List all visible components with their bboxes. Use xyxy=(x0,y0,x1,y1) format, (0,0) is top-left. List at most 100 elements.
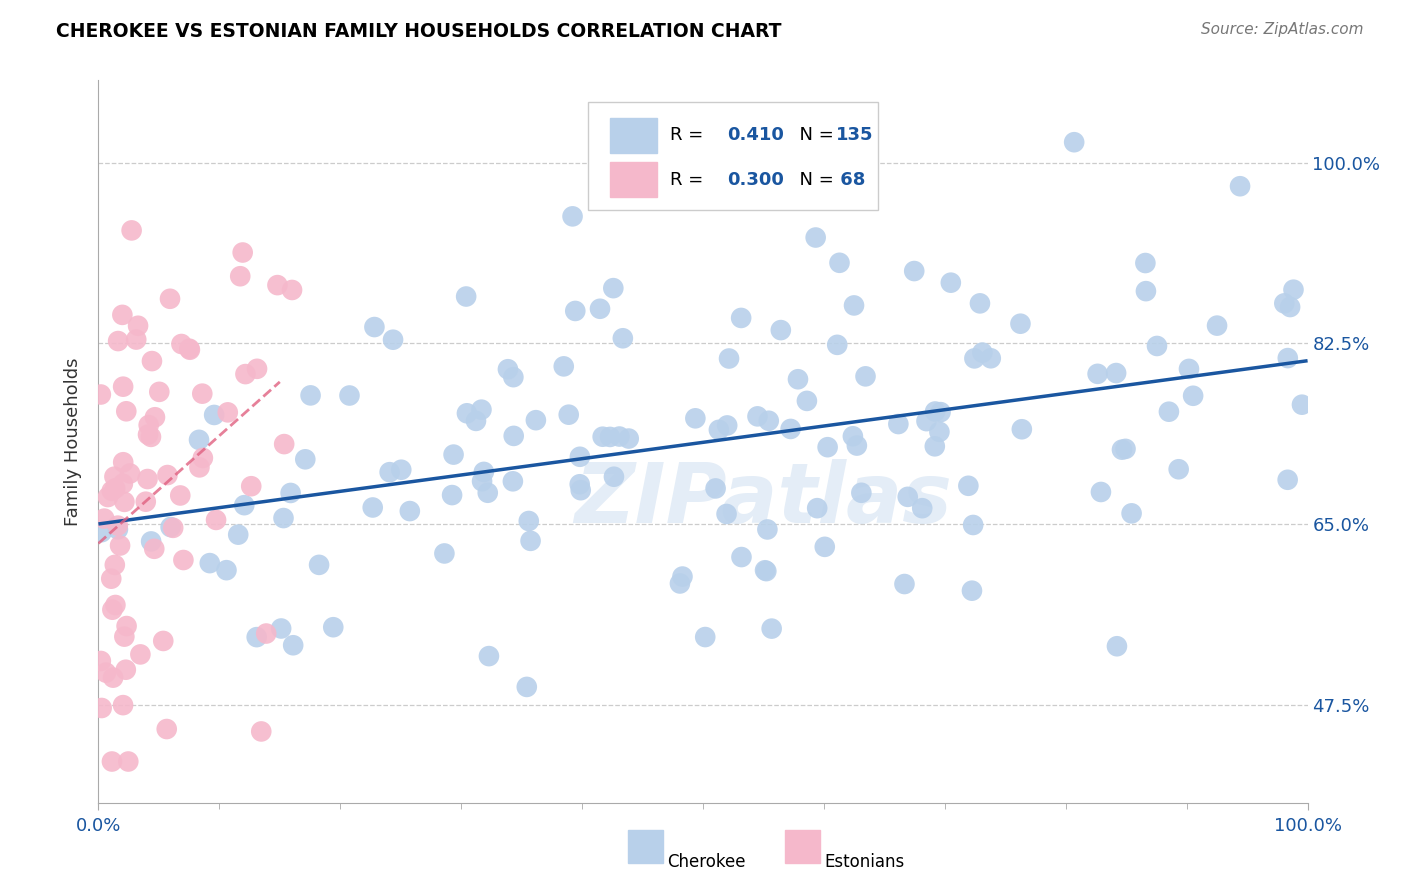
Point xyxy=(115,404,138,418)
Point xyxy=(897,490,920,504)
Point xyxy=(141,354,163,368)
Point xyxy=(730,310,752,325)
Point xyxy=(94,665,117,680)
Point xyxy=(671,569,693,583)
Point xyxy=(617,432,640,446)
Point xyxy=(969,296,991,310)
Point xyxy=(828,256,851,270)
Point xyxy=(246,630,269,644)
Point xyxy=(112,495,135,509)
Point xyxy=(217,405,239,419)
Point xyxy=(758,414,780,428)
Point xyxy=(443,448,465,462)
Point xyxy=(957,479,980,493)
Point xyxy=(502,429,524,443)
Point xyxy=(561,210,583,224)
Point xyxy=(1206,318,1229,333)
Text: 0.300: 0.300 xyxy=(727,170,785,188)
Point xyxy=(769,323,792,337)
Point xyxy=(117,755,139,769)
Point xyxy=(148,384,170,399)
Point xyxy=(233,498,256,512)
Point xyxy=(796,393,818,408)
Point xyxy=(1111,442,1133,457)
Point xyxy=(787,372,810,386)
Point xyxy=(716,507,738,521)
Text: R =: R = xyxy=(671,170,710,188)
Point xyxy=(240,479,263,493)
Point xyxy=(963,351,986,366)
Point xyxy=(90,654,112,668)
Point xyxy=(107,522,129,536)
Point xyxy=(232,245,254,260)
Point xyxy=(1157,405,1180,419)
Point xyxy=(339,388,361,402)
Point xyxy=(235,367,257,381)
Point xyxy=(273,511,295,525)
Point xyxy=(1291,398,1313,412)
Point xyxy=(456,289,478,303)
Point xyxy=(1135,284,1157,298)
Point xyxy=(1121,507,1143,521)
Point xyxy=(107,518,129,533)
Point xyxy=(496,362,519,376)
Point xyxy=(1272,296,1295,310)
Point xyxy=(191,450,214,465)
Point xyxy=(1229,179,1251,194)
Point xyxy=(806,501,828,516)
Point xyxy=(127,318,149,333)
Point xyxy=(589,301,612,316)
Point xyxy=(602,281,624,295)
FancyBboxPatch shape xyxy=(628,830,664,863)
Point xyxy=(845,439,868,453)
Point xyxy=(1282,283,1305,297)
Point xyxy=(1279,300,1302,314)
Point xyxy=(1063,135,1085,149)
Text: R =: R = xyxy=(671,127,710,145)
Text: N =: N = xyxy=(787,127,839,145)
Point xyxy=(599,430,621,444)
Point xyxy=(465,414,488,428)
Point xyxy=(893,577,915,591)
Point xyxy=(716,418,738,433)
Point xyxy=(101,483,124,498)
Point xyxy=(170,337,193,351)
Point xyxy=(825,338,848,352)
Point xyxy=(1167,462,1189,476)
Point xyxy=(90,525,112,540)
Point xyxy=(129,648,152,662)
Point xyxy=(1010,317,1032,331)
Point xyxy=(851,485,873,500)
Point xyxy=(172,553,194,567)
Point xyxy=(568,477,591,491)
Point xyxy=(754,563,776,577)
Point xyxy=(280,486,302,500)
Point xyxy=(299,388,322,402)
Point xyxy=(1277,473,1299,487)
Point xyxy=(972,345,994,359)
Point xyxy=(179,342,201,356)
Point xyxy=(553,359,575,374)
Point xyxy=(363,320,385,334)
Point xyxy=(191,386,214,401)
Point xyxy=(198,556,221,570)
Point xyxy=(250,724,273,739)
Point xyxy=(939,276,962,290)
Point xyxy=(266,278,288,293)
Point xyxy=(101,603,124,617)
Point xyxy=(104,598,127,612)
Point xyxy=(143,541,166,556)
Point xyxy=(924,404,946,418)
Point xyxy=(114,663,136,677)
Point xyxy=(281,283,304,297)
Point xyxy=(254,626,277,640)
Point xyxy=(202,408,225,422)
Point xyxy=(90,387,112,401)
Point xyxy=(270,622,292,636)
Point xyxy=(188,433,211,447)
Point xyxy=(308,558,330,572)
Point xyxy=(517,514,540,528)
Point xyxy=(592,430,614,444)
Point xyxy=(756,523,779,537)
Point xyxy=(478,649,501,664)
